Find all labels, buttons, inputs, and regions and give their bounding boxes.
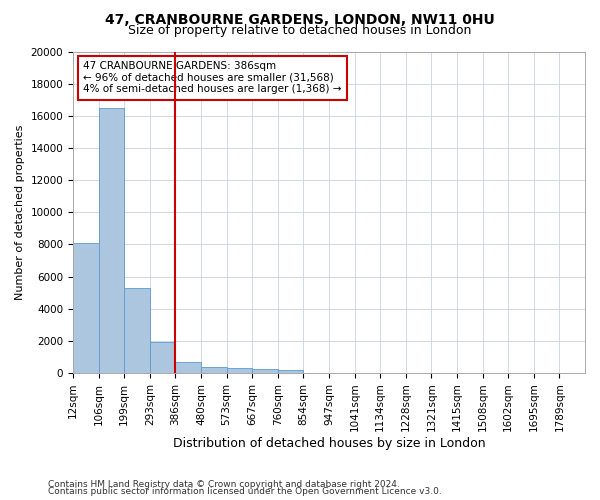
- Text: Contains HM Land Registry data © Crown copyright and database right 2024.: Contains HM Land Registry data © Crown c…: [48, 480, 400, 489]
- Bar: [252, 370, 278, 373]
- Y-axis label: Number of detached properties: Number of detached properties: [15, 124, 25, 300]
- Bar: [201, 368, 227, 373]
- Bar: [124, 288, 150, 373]
- Bar: [150, 342, 175, 373]
- Text: Size of property relative to detached houses in London: Size of property relative to detached ho…: [128, 24, 472, 37]
- Bar: [278, 370, 304, 373]
- Bar: [98, 108, 124, 373]
- X-axis label: Distribution of detached houses by size in London: Distribution of detached houses by size …: [173, 437, 485, 450]
- Bar: [227, 368, 252, 373]
- Bar: [175, 362, 201, 373]
- Text: 47, CRANBOURNE GARDENS, LONDON, NW11 0HU: 47, CRANBOURNE GARDENS, LONDON, NW11 0HU: [105, 12, 495, 26]
- Text: Contains public sector information licensed under the Open Government Licence v3: Contains public sector information licen…: [48, 488, 442, 496]
- Text: 47 CRANBOURNE GARDENS: 386sqm
← 96% of detached houses are smaller (31,568)
4% o: 47 CRANBOURNE GARDENS: 386sqm ← 96% of d…: [83, 61, 342, 94]
- Bar: [73, 243, 98, 373]
